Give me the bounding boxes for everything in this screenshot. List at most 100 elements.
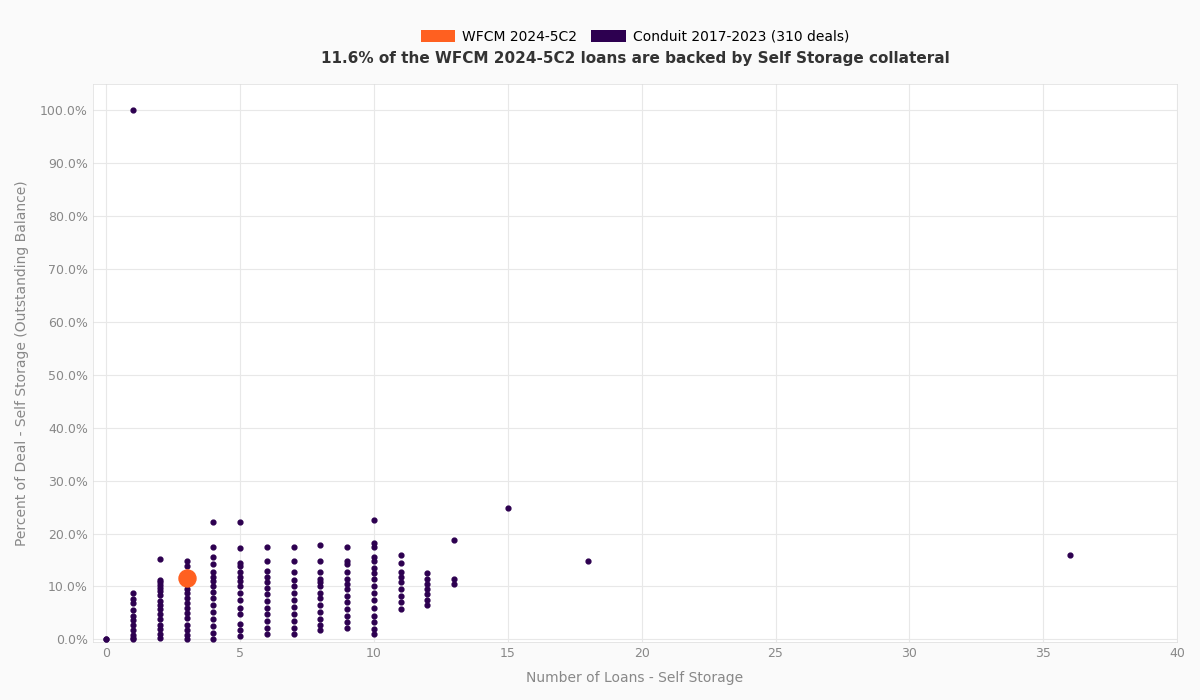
Point [311, 556, 330, 567]
Point [124, 634, 143, 645]
Point [311, 587, 330, 598]
Point [391, 557, 410, 568]
Point [257, 556, 276, 567]
Point [150, 628, 169, 639]
Point [311, 581, 330, 592]
Point [284, 601, 304, 612]
Point [337, 556, 356, 567]
Point [391, 597, 410, 608]
X-axis label: Number of Loans - Self Storage: Number of Loans - Self Storage [527, 671, 744, 685]
Point [204, 621, 223, 632]
Point [418, 584, 437, 595]
Point [124, 633, 143, 644]
Point [204, 571, 223, 582]
Point [391, 566, 410, 578]
Point [124, 624, 143, 636]
Point [230, 624, 250, 636]
Point [284, 629, 304, 640]
Point [284, 541, 304, 552]
Point [124, 598, 143, 609]
Point [150, 586, 169, 597]
Point [150, 580, 169, 591]
Point [284, 594, 304, 606]
Point [230, 608, 250, 620]
Point [124, 594, 143, 605]
Point [337, 566, 356, 578]
Point [150, 575, 169, 586]
Point [257, 577, 276, 588]
Point [230, 517, 250, 528]
Point [365, 556, 384, 567]
Point [150, 577, 169, 588]
Point [257, 596, 276, 607]
Point [204, 606, 223, 617]
Point [124, 629, 143, 641]
Point [176, 556, 196, 567]
Point [337, 573, 356, 584]
Point [445, 578, 464, 589]
Point [176, 587, 196, 598]
Point [365, 617, 384, 628]
Point [176, 575, 196, 587]
Point [418, 594, 437, 606]
Point [150, 624, 169, 635]
Point [418, 589, 437, 600]
Point [257, 541, 276, 552]
Point [391, 603, 410, 615]
Point [365, 552, 384, 563]
Point [311, 599, 330, 610]
Point [124, 610, 143, 621]
Point [230, 618, 250, 629]
Point [365, 623, 384, 634]
Point [284, 556, 304, 567]
Point [311, 592, 330, 603]
Point [337, 597, 356, 608]
Point [257, 565, 276, 576]
Point [445, 573, 464, 584]
Point [337, 584, 356, 595]
Point [365, 573, 384, 584]
Point [365, 581, 384, 592]
Point [284, 587, 304, 598]
Point [284, 581, 304, 592]
Point [284, 615, 304, 626]
Point [337, 610, 356, 621]
Point [578, 556, 598, 567]
Point [204, 517, 223, 528]
Point [337, 578, 356, 589]
Point [97, 634, 116, 645]
Point [204, 599, 223, 610]
Point [230, 566, 250, 578]
Point [365, 538, 384, 549]
Point [391, 550, 410, 561]
Point [150, 582, 169, 593]
Point [176, 612, 196, 624]
Point [124, 105, 143, 116]
Point [204, 559, 223, 570]
Point [230, 561, 250, 572]
Point [311, 566, 330, 578]
Point [391, 590, 410, 601]
Point [257, 608, 276, 620]
Point [204, 614, 223, 625]
Point [284, 622, 304, 634]
Point [391, 584, 410, 595]
Point [311, 619, 330, 630]
Point [150, 595, 169, 606]
Point [176, 608, 196, 619]
Point [311, 573, 330, 584]
Point [176, 571, 196, 582]
Point [204, 586, 223, 597]
Point [204, 541, 223, 552]
Point [204, 592, 223, 603]
Point [337, 603, 356, 615]
Point [230, 587, 250, 598]
Point [176, 573, 196, 584]
Point [150, 590, 169, 601]
Point [337, 622, 356, 634]
Y-axis label: Percent of Deal - Self Storage (Outstanding Balance): Percent of Deal - Self Storage (Outstand… [16, 180, 29, 546]
Point [365, 610, 384, 621]
Point [257, 615, 276, 626]
Point [176, 561, 196, 572]
Point [257, 622, 276, 634]
